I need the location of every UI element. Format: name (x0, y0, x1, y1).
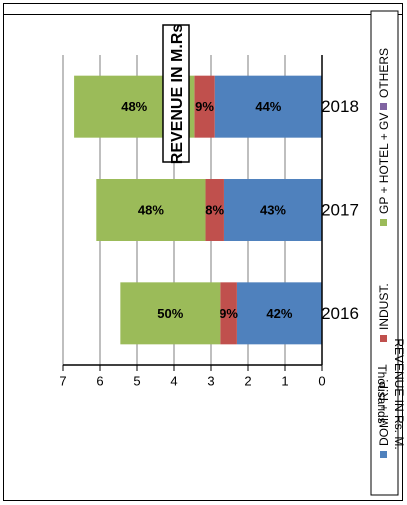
y-axis-unit: Thousands (375, 364, 389, 423)
bar-label: 8% (205, 203, 224, 218)
bar-label: 9% (195, 99, 214, 114)
legend-label: INDUST. (377, 283, 391, 330)
x-tick-label: 2018 (321, 97, 359, 116)
bar-label: 42% (266, 306, 292, 321)
x-tick-labels: 2016 2017 2018 (321, 97, 359, 323)
legend-swatch (380, 219, 387, 226)
bar-segment (223, 179, 322, 241)
y-tick-label: 2 (244, 374, 251, 389)
x-tick-label: 2017 (321, 201, 359, 220)
y-tick-label: 0 (318, 374, 325, 389)
top-rule (3, 14, 403, 15)
y-tick-label: 5 (133, 374, 140, 389)
chart-title: REVENUE IN M.Rs (169, 24, 186, 165)
bars: 42% 9% 50% 43% 8% 48% 44% 9% 48% (74, 75, 322, 345)
x-tick-label: 2016 (321, 304, 359, 323)
bar-label: 44% (255, 99, 281, 114)
bar-label: 9% (219, 306, 238, 321)
y-axis-label: REVENUE IN Rs. M. (392, 338, 406, 449)
y-tick-label: 7 (59, 374, 66, 389)
legend-label: OTHERS (377, 48, 391, 98)
legend-swatch (380, 451, 387, 458)
bar-label: 43% (260, 203, 286, 218)
bar-segment (236, 282, 322, 345)
bar-segment (220, 282, 237, 345)
y-tick-label: 6 (96, 374, 103, 389)
y-tick-labels: 0 1 2 3 4 5 6 7 (59, 374, 325, 389)
bar-label: 48% (121, 99, 147, 114)
legend-swatch (380, 335, 387, 342)
bar-segment (194, 75, 215, 138)
bar-label: 48% (138, 203, 164, 218)
bar-segment (214, 75, 322, 138)
y-tick-label: 4 (170, 374, 177, 389)
legend-box (370, 10, 399, 496)
y-tick-label: 3 (207, 374, 214, 389)
bar-segment (120, 282, 221, 345)
bar-label: 50% (157, 306, 183, 321)
bar-segment (205, 179, 224, 241)
bar-segment (96, 179, 206, 241)
title-box (162, 24, 190, 163)
legend: DOM. + R.P. INDUST. GP + HOTEL + GV OTHERS (370, 10, 399, 496)
y-tick-label: 1 (281, 374, 288, 389)
legend-swatch (380, 103, 387, 110)
legend-label: GP + HOTEL + GV (377, 113, 391, 214)
chart-frame (3, 3, 403, 501)
legend-label: DOM. + R.P. (377, 379, 391, 446)
axes (63, 55, 323, 366)
